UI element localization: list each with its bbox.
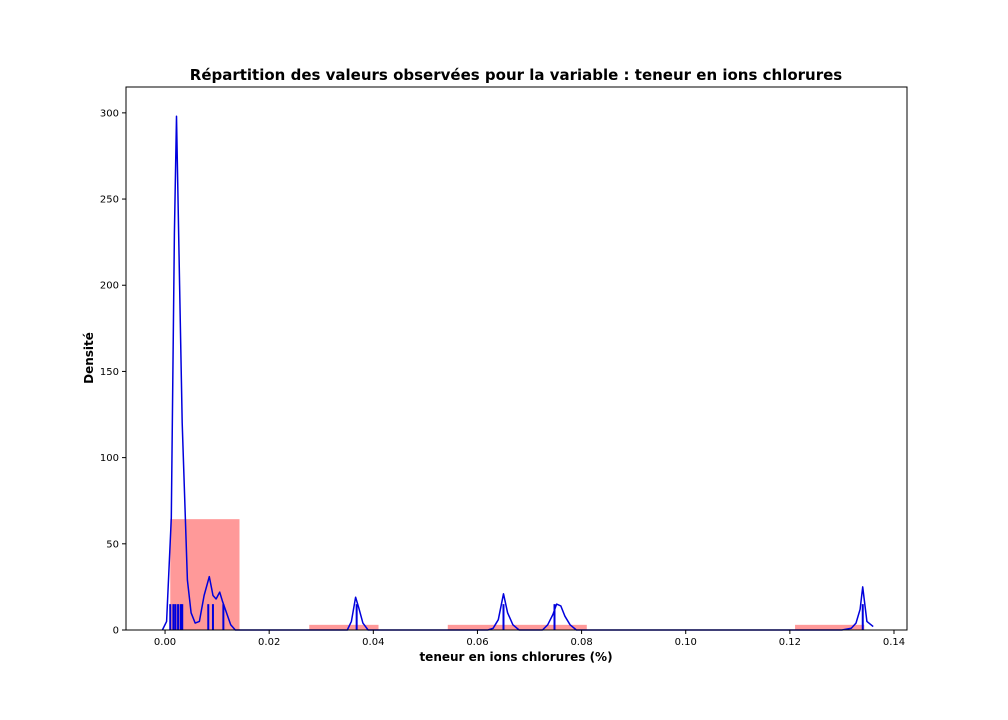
x-tick-label: 0.08 <box>570 637 592 648</box>
kde-curve <box>161 115 874 631</box>
x-axis-label: teneur en ions chlorures (%) <box>419 650 612 664</box>
x-tick-label: 0.12 <box>779 637 801 648</box>
chart-title: Répartition des valeurs observées pour l… <box>190 66 843 84</box>
x-tick-label: 0.04 <box>362 637 384 648</box>
histogram-bar-4 <box>447 624 518 630</box>
y-tick-label: 300 <box>100 108 119 119</box>
x-axis-ticks: 0.00 0.02 0.04 0.06 0.08 0.10 0.12 0.14 <box>154 630 905 648</box>
y-axis-label: Densité <box>82 332 96 384</box>
y-tick-label: 0 <box>113 626 119 637</box>
plot-area <box>125 86 908 631</box>
histogram-bar-5 <box>517 624 587 630</box>
x-tick-label: 0.14 <box>883 637 905 648</box>
y-tick-label: 250 <box>100 195 119 206</box>
y-tick-label: 200 <box>100 281 119 292</box>
x-tick-label: 0.10 <box>675 637 697 648</box>
y-tick-label: 100 <box>100 453 119 464</box>
rug-marks <box>169 604 864 630</box>
x-tick-label: 0.02 <box>258 637 280 648</box>
y-axis-ticks: 0 50 100 150 200 250 300 <box>100 108 126 637</box>
histogram-bar-9 <box>795 624 865 630</box>
histogram-bar-2 <box>309 624 379 630</box>
x-tick-label: 0.00 <box>154 637 176 648</box>
y-tick-label: 150 <box>100 367 119 378</box>
y-tick-label: 50 <box>106 539 119 550</box>
plot-frame <box>125 86 908 631</box>
x-tick-label: 0.06 <box>466 637 488 648</box>
